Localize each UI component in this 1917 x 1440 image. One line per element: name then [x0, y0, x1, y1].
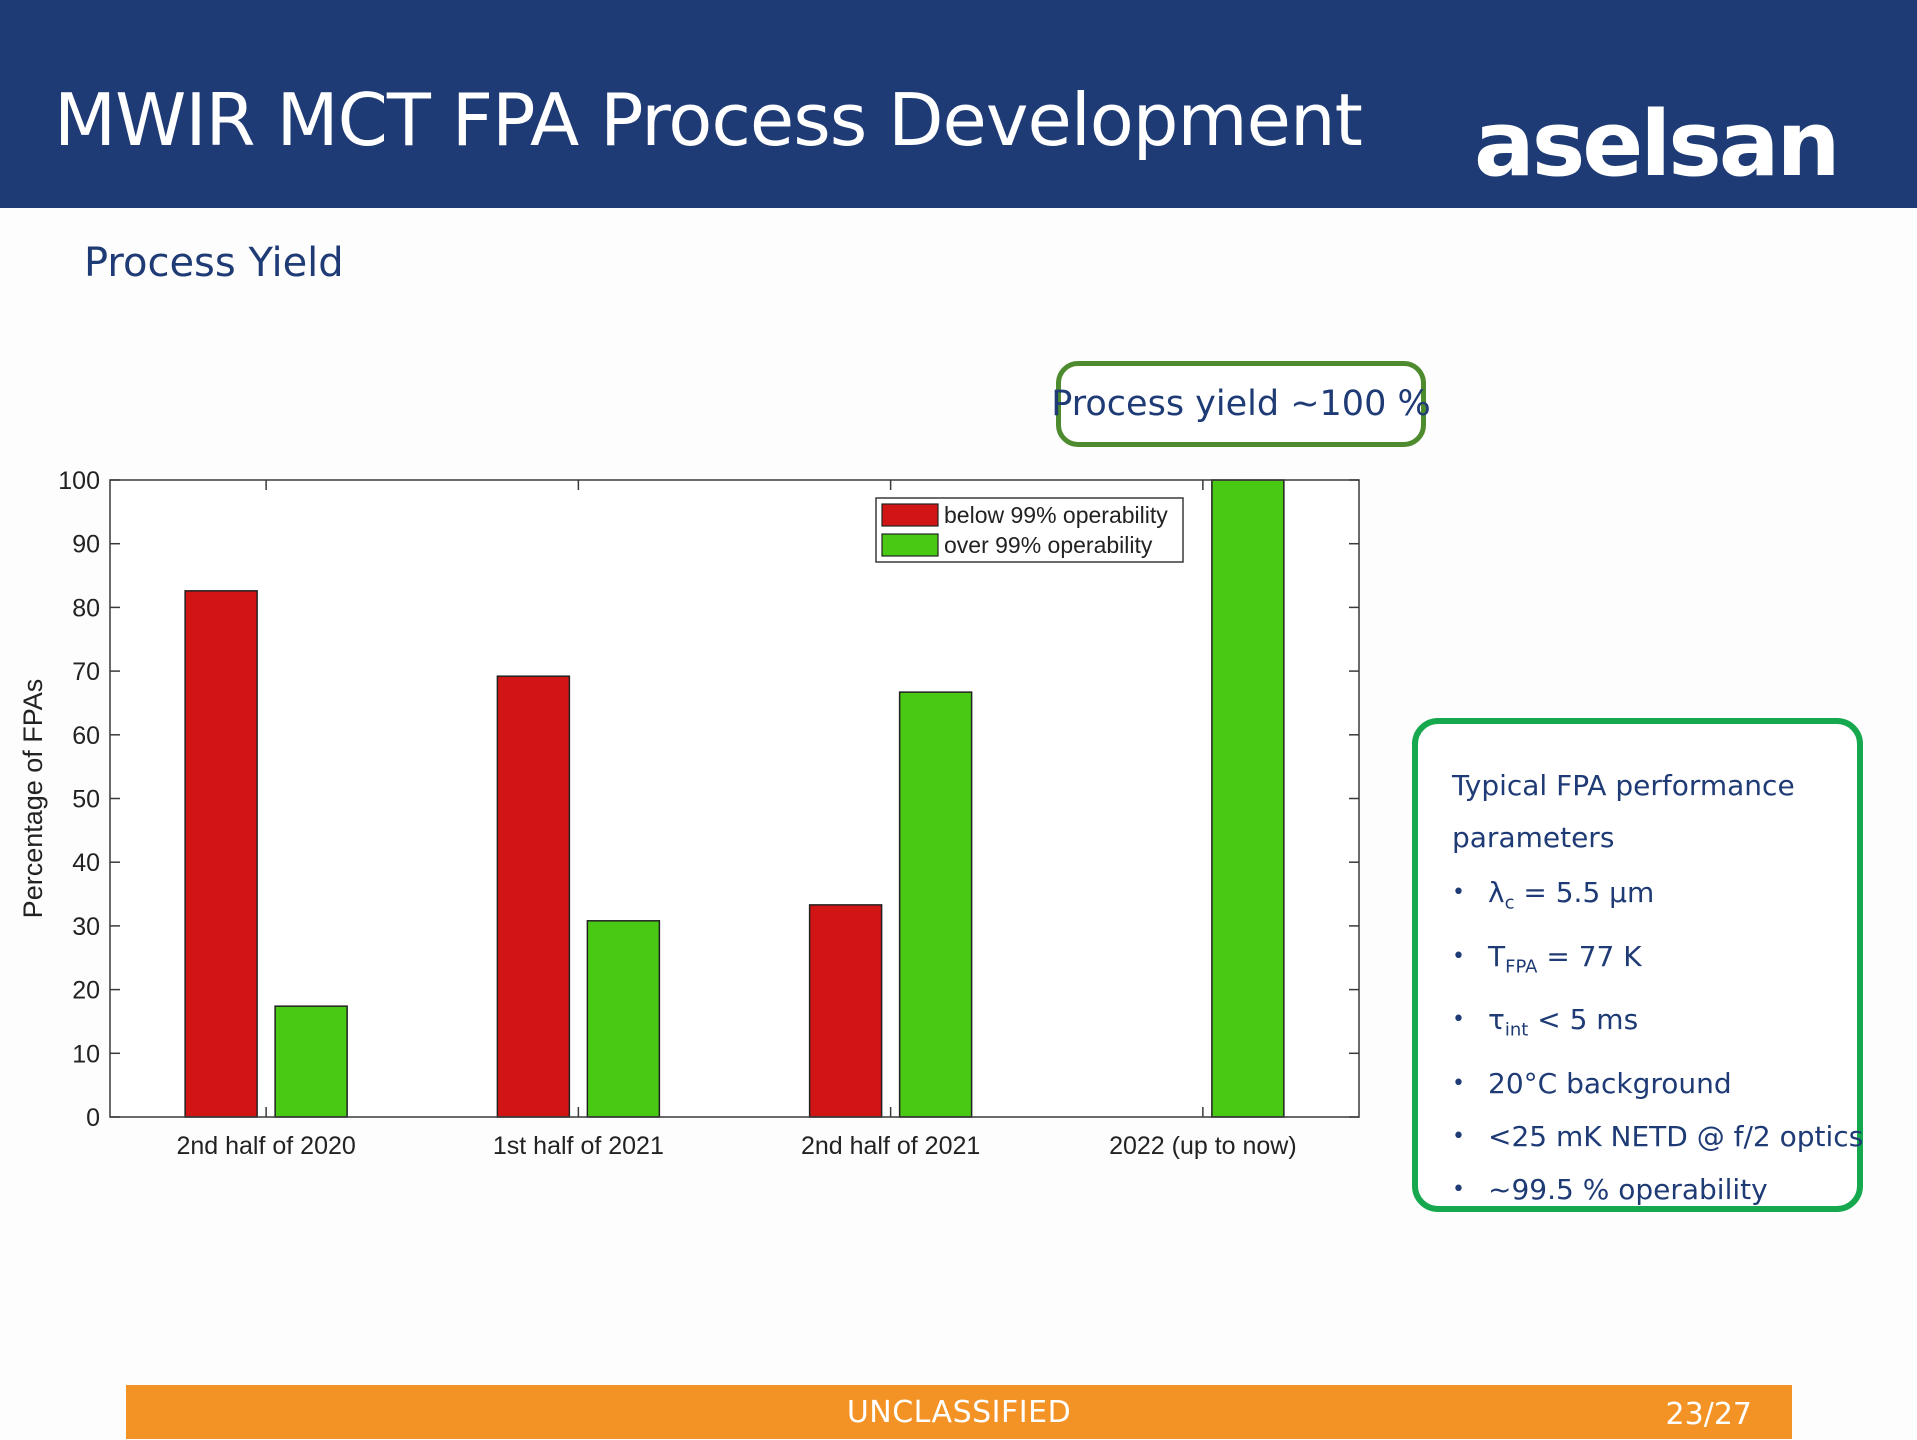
performance-item: • <25 mK NETD @ f/2 optics [1452, 1110, 1863, 1163]
section-title: Process Yield [84, 240, 344, 286]
bar-below-0 [184, 590, 258, 1118]
bullet-icon: • [1452, 1176, 1465, 1202]
slide-title: MWIR MCT FPA Process Development [54, 78, 1363, 162]
page-number: 23/27 [1665, 1397, 1752, 1432]
performance-parameters-box: Typical FPA performance parameters • λc =… [1412, 718, 1863, 1212]
legend-label: below 99% operability [944, 502, 1168, 528]
bar-below-1 [496, 675, 571, 1118]
aselsan-logo: aselsan [1474, 92, 1841, 197]
y-tick-label: 30 [72, 913, 100, 941]
yield-bar-chart: 0 10 20 30 40 50 60 70 80 90 100 2nd half of 2020 1s… [18, 467, 1360, 1160]
bullet-icon: • [1452, 1123, 1465, 1149]
performance-item-text: 20°C background [1488, 1066, 1732, 1100]
bullet-icon: • [1452, 1070, 1465, 1096]
performance-item: • λc = 5.5 µm [1452, 866, 1833, 930]
x-tick-label: 2022 (up to now) [1109, 1132, 1297, 1160]
bar-over-3 [1211, 479, 1285, 1118]
performance-item: • ~99.5 % operability [1452, 1163, 1833, 1216]
performance-item-text: ~99.5 % operability [1488, 1172, 1768, 1206]
bar-over-1 [586, 920, 661, 1118]
bullet-icon: • [1452, 1007, 1465, 1033]
performance-item-text: T [1488, 939, 1506, 973]
performance-item: • TFPA = 77 K [1452, 930, 1833, 994]
x-tick-label: 2nd half of 2021 [801, 1132, 980, 1160]
performance-item-text: <25 mK NETD @ f/2 optics [1488, 1119, 1864, 1153]
performance-item-text: τ [1488, 1003, 1505, 1037]
process-yield-callout: Process yield ~100 % [1051, 361, 1431, 447]
y-tick-label: 50 [72, 786, 100, 814]
legend-swatch-below [881, 503, 939, 527]
performance-box-title: Typical FPA performance parameters [1452, 769, 1795, 854]
performance-item-value: < 5 ms [1528, 1003, 1639, 1037]
performance-item-value: = 77 K [1537, 939, 1642, 973]
performance-list: • λc = 5.5 µm • TFPA = 77 K • τint < 5 ms • 20°… [1452, 866, 1863, 1216]
bar-over-0 [274, 1005, 348, 1118]
classification-label: UNCLASSIFIED [846, 1395, 1072, 1430]
y-tick-label: 80 [72, 594, 100, 622]
bar-below-2 [808, 904, 883, 1118]
performance-item: • τint < 5 ms [1452, 993, 1833, 1057]
y-tick-label: 70 [72, 658, 100, 686]
y-tick-label: 90 [72, 531, 100, 559]
footer-bar: UNCLASSIFIED 23/27 [126, 1385, 1792, 1439]
bullet-icon: • [1452, 880, 1465, 905]
performance-item-text: λ [1488, 876, 1505, 909]
bullet-icon: • [1452, 943, 1465, 969]
y-tick-label: 40 [72, 849, 100, 877]
y-tick-label: 60 [72, 722, 100, 750]
performance-item-subscript: FPA [1505, 956, 1538, 978]
x-tick-label: 2nd half of 2020 [176, 1132, 355, 1160]
performance-item-subscript: int [1504, 1019, 1529, 1041]
y-tick-label: 10 [72, 1040, 100, 1068]
y-tick-label: 100 [58, 467, 100, 495]
callout-text: Process yield ~100 % [1051, 384, 1431, 424]
bar-over-2 [898, 691, 973, 1118]
performance-item: • 20°C background [1452, 1057, 1833, 1110]
y-axis-label: Percentage of FPAs [18, 679, 48, 919]
x-tick-label: 1st half of 2021 [493, 1132, 664, 1160]
legend-label: over 99% operability [944, 532, 1153, 558]
performance-item-subscript: c [1504, 892, 1515, 914]
performance-item-value: = 5.5 µm [1514, 876, 1655, 909]
slide-header: MWIR MCT FPA Process Development aselsan [0, 0, 1917, 208]
y-tick-label: 20 [72, 977, 100, 1005]
legend-swatch-over [881, 533, 939, 557]
y-tick-label: 0 [86, 1104, 100, 1132]
